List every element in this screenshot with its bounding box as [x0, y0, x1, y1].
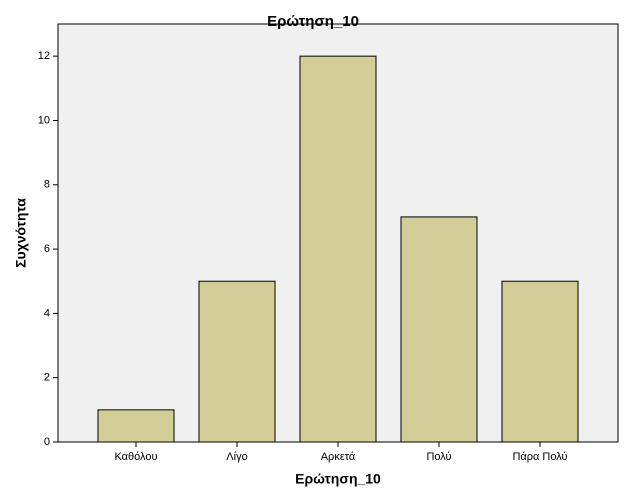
- x-axis-label: Ερώτηση_10: [295, 471, 381, 487]
- x-tick-label: Λίγο: [226, 451, 247, 463]
- y-axis-label: Συχνότητα: [13, 198, 29, 268]
- x-tick-label: Αρκετά: [321, 451, 356, 463]
- y-tick-label: 0: [44, 436, 50, 448]
- y-tick-label: 10: [38, 114, 50, 126]
- bar: [299, 55, 377, 443]
- x-tick-label: Πάρα Πολύ: [512, 451, 567, 463]
- y-tick-label: 2: [44, 372, 50, 384]
- bar: [97, 409, 175, 443]
- x-tick-label: Καθόλου: [114, 451, 157, 463]
- bar: [501, 280, 579, 443]
- y-tick-label: 6: [44, 243, 50, 255]
- chart-title: Ερώτηση_10: [267, 13, 359, 30]
- bar: [400, 216, 478, 443]
- bar: [198, 280, 276, 443]
- y-tick-label: 8: [44, 179, 50, 191]
- y-tick-label: 12: [38, 50, 50, 62]
- x-tick-label: Πολύ: [426, 451, 451, 463]
- y-tick-label: 4: [44, 307, 50, 319]
